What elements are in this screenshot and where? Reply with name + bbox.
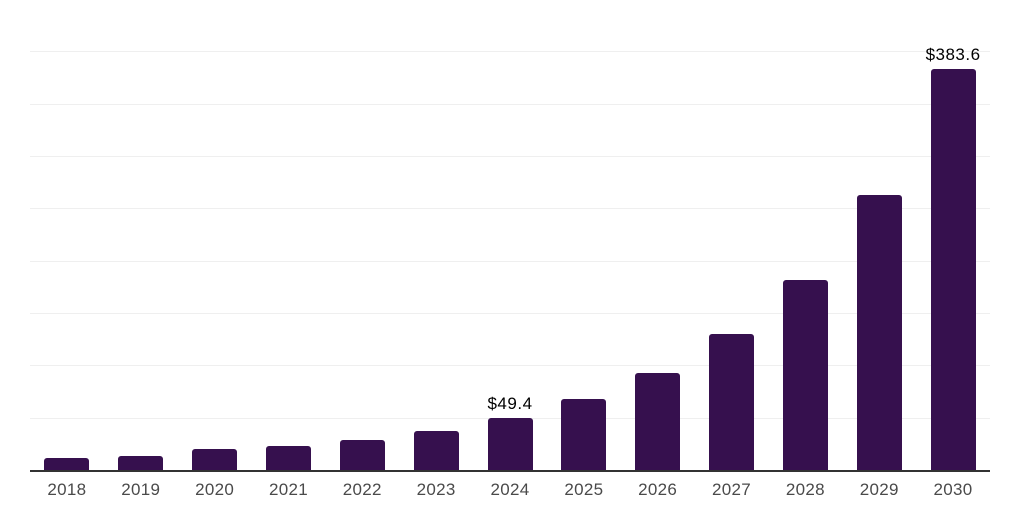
bar-2027[interactable] [709, 333, 755, 470]
x-axis-tick-row: 2018 2019 2020 2021 2022 2023 2024 2025 2026 2027… [30, 480, 990, 504]
gridline [30, 365, 990, 367]
bar-2020[interactable] [192, 449, 238, 470]
bar-2025[interactable] [561, 399, 607, 470]
gridline [30, 51, 990, 53]
x-tick-label-2025: 2025 [564, 480, 604, 499]
x-tick-label-2026: 2026 [638, 480, 678, 499]
bar-2019[interactable] [118, 455, 164, 470]
bar-2021[interactable] [265, 445, 311, 470]
gridline [30, 313, 990, 314]
x-tick-label-2027: 2027 [712, 480, 752, 499]
x-tick-label-2019: 2019 [121, 480, 161, 499]
bar-2018[interactable] [44, 458, 90, 470]
x-tick-label-2022: 2022 [342, 480, 382, 499]
x-tick-label-2024: 2024 [490, 480, 530, 499]
x-axis-line [30, 470, 990, 472]
x-tick-label-2020: 2020 [195, 480, 235, 499]
plot-area: $49.4 $383.6 [30, 0, 990, 472]
x-tick-label-2029: 2029 [859, 480, 899, 499]
bar-2030[interactable] [930, 68, 976, 470]
x-tick-label-2030: 2030 [933, 480, 973, 499]
gridline [30, 156, 990, 157]
bar-2028[interactable] [782, 279, 828, 470]
gridline [30, 208, 990, 210]
bar-2023[interactable] [413, 430, 459, 470]
bar-2022[interactable] [339, 439, 385, 470]
gridline [30, 103, 990, 105]
x-tick-label-2023: 2023 [416, 480, 456, 499]
data-label-2030: $383.6 [925, 44, 981, 64]
x-tick-label-2028: 2028 [785, 480, 825, 499]
bar-2026[interactable] [635, 372, 681, 470]
bar-2024[interactable] [487, 418, 533, 470]
x-tick-label-2021: 2021 [268, 480, 308, 499]
bar-2029[interactable] [856, 194, 902, 470]
x-tick-label-2018: 2018 [47, 480, 87, 499]
gridline [30, 260, 990, 262]
gridline [30, 417, 990, 419]
data-label-2024: $49.4 [487, 394, 533, 414]
